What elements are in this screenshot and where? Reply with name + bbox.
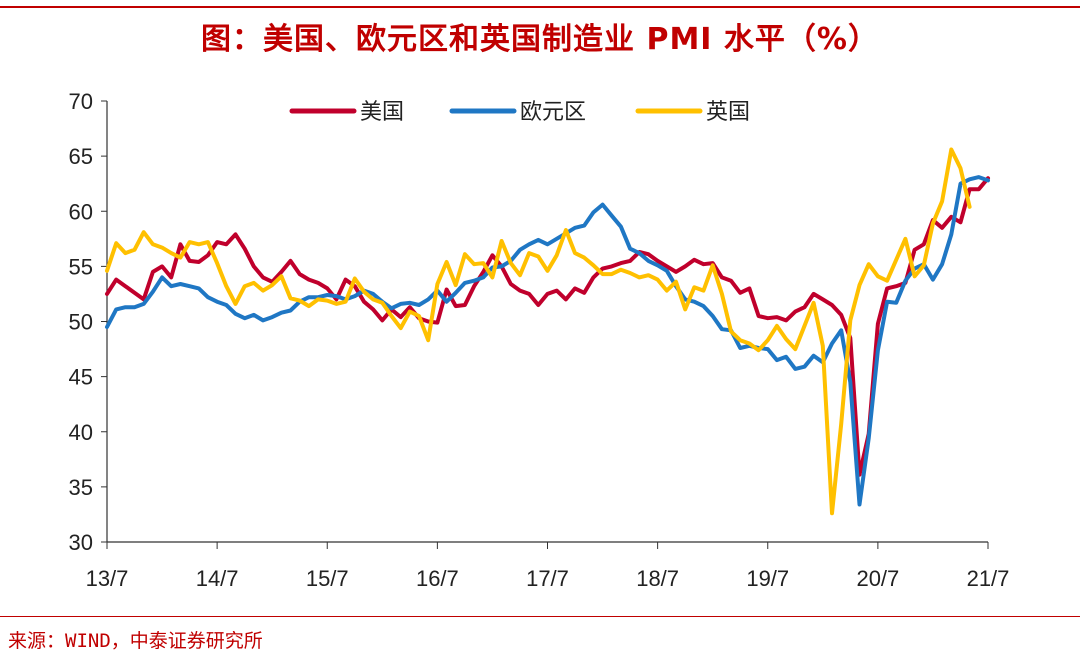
y-tick-label: 70 (69, 89, 93, 114)
x-tick-label: 13/7 (86, 566, 129, 591)
x-tick-label: 21/7 (967, 566, 1010, 591)
y-tick-label: 35 (69, 475, 93, 500)
y-tick-label: 50 (69, 310, 93, 335)
legend-label-0: 美国 (360, 100, 404, 125)
x-tick-label: 19/7 (746, 566, 789, 591)
x-tick-label: 16/7 (416, 566, 459, 591)
y-tick-label: 60 (69, 199, 93, 224)
chart-series (105, 147, 990, 516)
y-tick-label: 55 (69, 254, 93, 279)
source-note: 来源：WIND，中泰证券研究所 (8, 630, 263, 652)
x-tick-label: 17/7 (526, 566, 569, 591)
chart-legend: 美国 欧元区 英国 (289, 100, 750, 125)
bottom-rule (0, 616, 1080, 617)
chart-axes: 30 35 40 45 50 55 60 65 70 13/7 14/7 15/7 16/7 17/7 18… (69, 89, 1010, 591)
chart-title: 图：美国、欧元区和英国制造业 PMI 水平（%） (201, 22, 879, 57)
y-tick-label: 45 (69, 365, 93, 390)
top-rule (0, 6, 1080, 8)
series-line-0 (105, 176, 990, 477)
series-line-1 (105, 175, 990, 507)
series-line-2 (105, 147, 972, 516)
legend-label-2: 英国 (706, 100, 750, 125)
y-tick-label: 30 (69, 530, 93, 555)
y-tick-label: 65 (69, 144, 93, 169)
x-tick-label: 20/7 (856, 566, 899, 591)
x-tick-label: 18/7 (636, 566, 679, 591)
x-tick-label: 15/7 (306, 566, 349, 591)
y-tick-label: 40 (69, 420, 93, 445)
legend-label-1: 欧元区 (520, 100, 586, 125)
x-tick-label: 14/7 (196, 566, 239, 591)
